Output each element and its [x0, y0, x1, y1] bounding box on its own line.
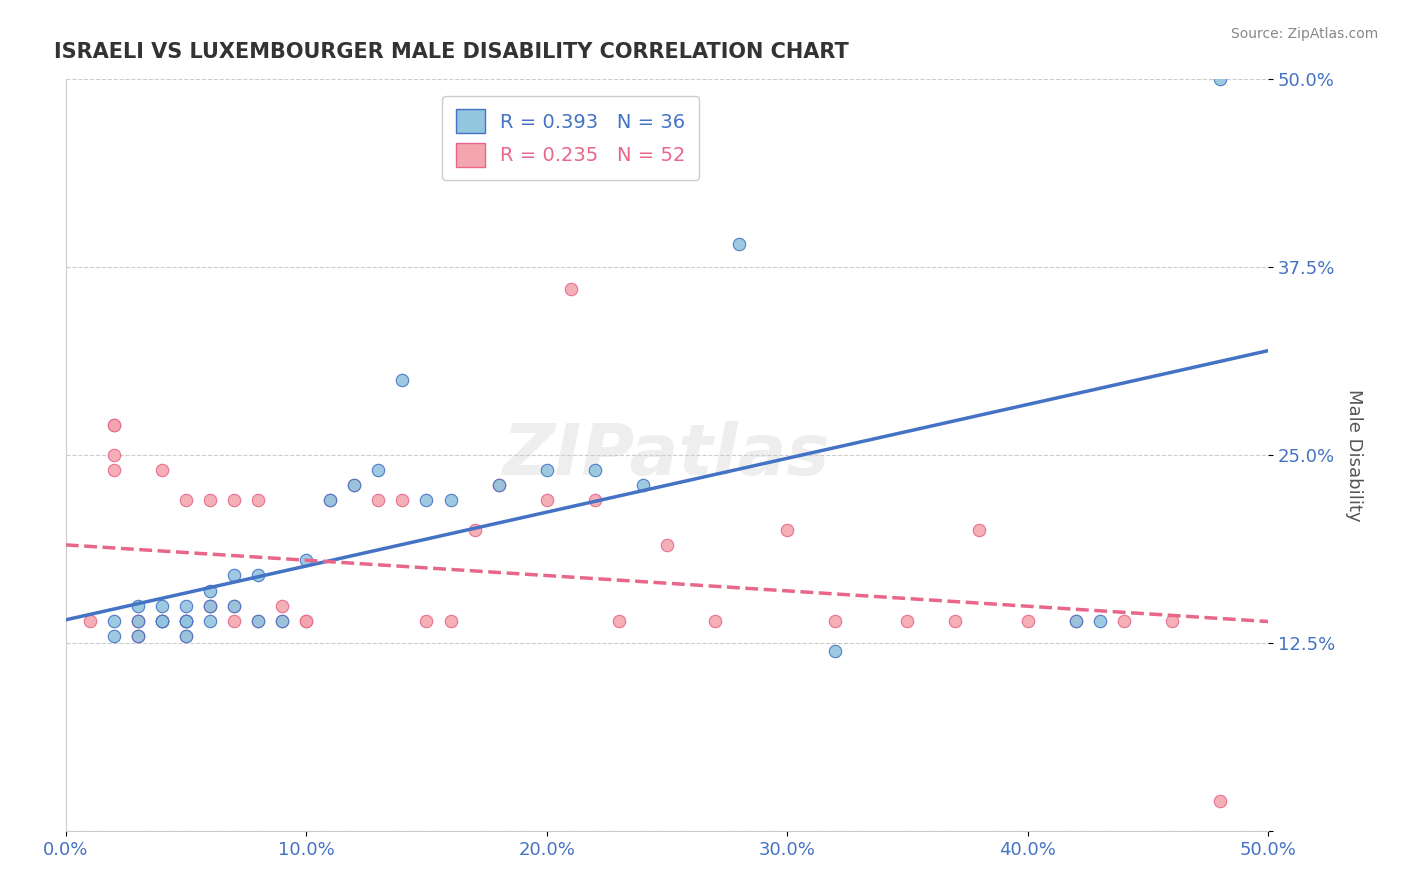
Point — [319, 493, 342, 508]
Point — [1160, 614, 1182, 628]
Point — [103, 417, 125, 432]
Point — [536, 463, 558, 477]
Point — [728, 237, 751, 252]
Point — [343, 478, 366, 492]
Point — [174, 614, 197, 628]
Point — [631, 478, 654, 492]
Point — [174, 599, 197, 613]
Point — [103, 463, 125, 477]
Point — [391, 373, 413, 387]
Point — [198, 599, 221, 613]
Point — [295, 614, 318, 628]
Point — [174, 493, 197, 508]
Point — [79, 614, 101, 628]
Point — [150, 614, 173, 628]
Point — [488, 478, 510, 492]
Point — [150, 614, 173, 628]
Legend: R = 0.393   N = 36, R = 0.235   N = 52: R = 0.393 N = 36, R = 0.235 N = 52 — [441, 95, 699, 180]
Point — [150, 614, 173, 628]
Point — [439, 493, 461, 508]
Point — [224, 599, 246, 613]
Y-axis label: Male Disability: Male Disability — [1346, 389, 1362, 521]
Point — [224, 599, 246, 613]
Text: ISRAELI VS LUXEMBOURGER MALE DISABILITY CORRELATION CHART: ISRAELI VS LUXEMBOURGER MALE DISABILITY … — [53, 42, 849, 62]
Point — [439, 614, 461, 628]
Point — [319, 493, 342, 508]
Point — [367, 463, 389, 477]
Point — [103, 614, 125, 628]
Point — [127, 599, 149, 613]
Point — [536, 493, 558, 508]
Point — [704, 614, 727, 628]
Point — [271, 599, 294, 613]
Point — [174, 614, 197, 628]
Point — [198, 493, 221, 508]
Point — [1017, 614, 1039, 628]
Point — [247, 568, 270, 582]
Point — [198, 599, 221, 613]
Point — [174, 629, 197, 643]
Point — [824, 644, 846, 658]
Point — [247, 614, 270, 628]
Point — [247, 493, 270, 508]
Text: Source: ZipAtlas.com: Source: ZipAtlas.com — [1230, 27, 1378, 41]
Point — [198, 614, 221, 628]
Point — [150, 463, 173, 477]
Point — [127, 629, 149, 643]
Point — [391, 493, 413, 508]
Point — [224, 568, 246, 582]
Point — [1209, 794, 1232, 808]
Point — [295, 614, 318, 628]
Point — [1112, 614, 1135, 628]
Point — [150, 599, 173, 613]
Point — [127, 614, 149, 628]
Point — [415, 493, 437, 508]
Point — [174, 614, 197, 628]
Point — [150, 614, 173, 628]
Point — [343, 478, 366, 492]
Point — [583, 493, 606, 508]
Point — [969, 524, 991, 538]
Point — [127, 614, 149, 628]
Point — [1064, 614, 1087, 628]
Point — [174, 629, 197, 643]
Point — [224, 614, 246, 628]
Point — [560, 282, 582, 296]
Point — [415, 614, 437, 628]
Point — [127, 629, 149, 643]
Point — [198, 583, 221, 598]
Point — [896, 614, 918, 628]
Point — [1088, 614, 1111, 628]
Point — [271, 614, 294, 628]
Point — [174, 614, 197, 628]
Text: ZIPatlas: ZIPatlas — [503, 420, 831, 490]
Point — [103, 417, 125, 432]
Point — [776, 524, 799, 538]
Point — [247, 614, 270, 628]
Point — [824, 614, 846, 628]
Point — [1209, 71, 1232, 86]
Point — [127, 614, 149, 628]
Point — [607, 614, 630, 628]
Point — [224, 493, 246, 508]
Point — [103, 629, 125, 643]
Point — [127, 629, 149, 643]
Point — [464, 524, 486, 538]
Point — [488, 478, 510, 492]
Point — [367, 493, 389, 508]
Point — [103, 448, 125, 462]
Point — [583, 463, 606, 477]
Point — [945, 614, 967, 628]
Point — [1064, 614, 1087, 628]
Point — [198, 599, 221, 613]
Point — [655, 538, 678, 552]
Point — [271, 614, 294, 628]
Point — [295, 553, 318, 567]
